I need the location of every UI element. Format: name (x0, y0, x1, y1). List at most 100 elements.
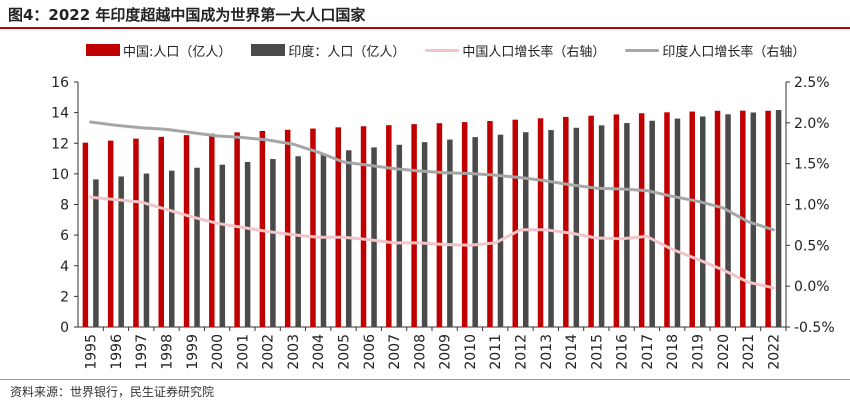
bar-china-population (158, 136, 164, 327)
bar-china-population (638, 113, 645, 327)
bar-india-population (573, 127, 580, 327)
bar-china-population (82, 142, 89, 327)
legend-item-india-growth: 印度人口增长率（右轴） (625, 41, 805, 60)
bar-india-population (725, 114, 731, 327)
right-tick-label: 1.0% (794, 198, 830, 214)
bar-india-population (219, 164, 226, 327)
x-tick-label: 2017 (640, 334, 656, 370)
bar-india-population (118, 176, 124, 327)
right-tick-label: 0.5% (794, 238, 830, 254)
x-tick-label: 2015 (589, 334, 605, 370)
bar-india-population (447, 139, 453, 327)
bar-india-population (472, 137, 478, 327)
bar-india-population (700, 116, 706, 327)
bar-china-population (335, 127, 341, 327)
bar-india-population (295, 156, 301, 327)
x-tick-label: 2018 (665, 334, 681, 370)
bar-india-population (750, 112, 757, 327)
line-china-growth (89, 195, 775, 290)
legend-item-india-population: 印度：人口（亿人） (251, 41, 405, 60)
bar-china-population (436, 123, 443, 327)
bar-india-population (371, 147, 377, 327)
bar-india-population (497, 134, 504, 327)
bar-india-population (624, 123, 630, 327)
x-tick-label: 2014 (564, 334, 580, 370)
x-tick-label: 2016 (615, 334, 631, 370)
x-tick-label: 2006 (362, 334, 378, 370)
bar-china-population (310, 128, 316, 327)
bar-china-population (588, 115, 594, 327)
bar-india-population (244, 161, 251, 327)
bottom-rule (0, 379, 850, 380)
bar-india-population (270, 159, 276, 327)
bar-india-population (320, 153, 327, 327)
x-tick-label: 2002 (261, 334, 277, 370)
source-note: 资料来源：世界银行，民生证券研究院 (10, 385, 215, 399)
bar-china-population (714, 110, 721, 327)
right-tick-label: 2.0% (794, 116, 830, 132)
bar-china-population (689, 111, 695, 327)
bar-china-population (133, 138, 139, 327)
x-tick-label: 2008 (412, 334, 428, 370)
bar-india-population (548, 130, 554, 327)
bar-china-population (183, 135, 190, 327)
bar-china-population (259, 131, 266, 327)
x-tick-label: 2007 (387, 334, 403, 370)
x-tick-label: 2001 (235, 334, 251, 370)
line-india-growth (89, 120, 775, 232)
x-tick-label: 2021 (741, 334, 757, 370)
bar-india-population (674, 118, 681, 327)
legend-label-china-population: 中国:人口（亿人） (123, 44, 232, 60)
right-tick-label: -0.5% (794, 320, 835, 336)
bar-india-population (649, 120, 655, 327)
x-tick-label: 2022 (766, 334, 782, 370)
bar-india-population (143, 173, 150, 327)
x-tick-label: 2000 (210, 334, 226, 370)
left-tick-label: 6 (60, 228, 69, 244)
legend-item-china-population: 中国:人口（亿人） (86, 41, 231, 60)
bar-india-population (194, 167, 200, 327)
bar-china-population (234, 132, 240, 327)
left-tick-label: 4 (60, 259, 69, 275)
legend-label-india-growth: 印度人口增长率（右轴） (662, 44, 806, 60)
x-tick-label: 1998 (160, 334, 176, 370)
x-tick-label: 2004 (311, 334, 327, 370)
x-tick-label: 2010 (463, 334, 479, 370)
legend-label-india-population: 印度：人口（亿人） (288, 44, 406, 60)
bar-china-population (613, 114, 620, 328)
left-tick-label: 10 (51, 167, 69, 183)
bar-china-population (209, 133, 215, 327)
bar-india-population (598, 125, 605, 327)
x-tick-label: 1999 (185, 334, 201, 370)
bar-china-population (360, 126, 367, 327)
x-tick-label: 2011 (488, 334, 504, 370)
legend: 中国:人口（亿人） 印度：人口（亿人） 中国人口增长率（右轴） 印度人口增长率（… (86, 41, 825, 60)
legend-label-china-growth: 中国人口增长率（右轴） (462, 44, 606, 60)
bar-china-population (765, 110, 771, 327)
legend-swatch-china-population (86, 44, 120, 56)
right-tick-label: 0.0% (794, 279, 830, 295)
left-tick-label: 2 (60, 289, 69, 305)
left-tick-label: 14 (51, 106, 69, 122)
left-tick-label: 8 (60, 198, 69, 214)
left-tick-label: 0 (60, 320, 69, 336)
title-rule (0, 27, 850, 29)
legend-swatch-china-growth (425, 48, 460, 52)
bar-india-population (421, 142, 428, 327)
x-tick-label: 2005 (337, 334, 353, 370)
bar-india-population (396, 144, 403, 327)
left-tick-label: 16 (51, 75, 69, 91)
bar-china-population (487, 121, 493, 327)
bar-china-population (512, 119, 518, 327)
bar-china-population (664, 112, 670, 327)
x-tick-label: 2009 (438, 334, 454, 370)
x-tick-label: 2012 (514, 334, 530, 370)
bar-china-population (107, 140, 114, 327)
right-tick-label: 1.5% (794, 157, 830, 173)
x-tick-label: 2003 (286, 334, 302, 370)
legend-item-china-growth: 中国人口增长率（右轴） (425, 41, 605, 60)
right-tick-label: 2.5% (794, 75, 830, 91)
bar-china-population (461, 122, 468, 328)
x-tick-label: 2013 (539, 334, 555, 370)
